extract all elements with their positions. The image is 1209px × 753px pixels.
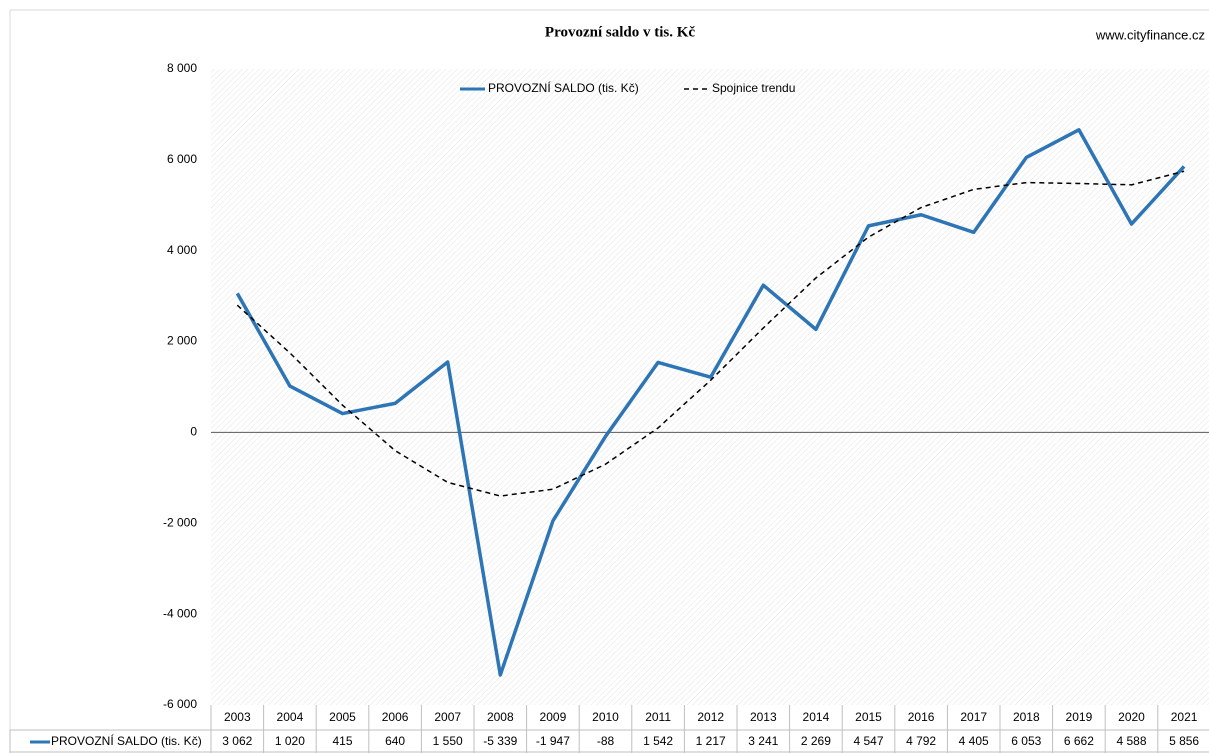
data-label: -5 339	[483, 734, 517, 748]
x-tick-label: 2008	[487, 710, 514, 724]
x-tick-label: 2011	[645, 710, 671, 724]
x-tick-label: 2010	[592, 710, 619, 724]
annotation: www.cityfinance.cz	[1095, 27, 1205, 42]
data-label: 3 062	[222, 734, 252, 748]
y-tick-label: -4 000	[163, 606, 197, 620]
y-tick-label: 0	[190, 425, 197, 439]
x-tick-label: 2012	[697, 710, 724, 724]
x-tick-label: 2006	[382, 710, 409, 724]
y-tick-label: -2 000	[163, 515, 197, 529]
x-tick-label: 2003	[224, 710, 251, 724]
data-label: -1 947	[536, 734, 570, 748]
x-tick-label: 2019	[1066, 710, 1093, 724]
y-tick-label: 4 000	[167, 243, 197, 257]
x-tick-label: 2004	[277, 710, 304, 724]
data-label: 1 550	[433, 734, 463, 748]
y-tick-label: -6 000	[163, 697, 197, 711]
x-tick-label: 2009	[540, 710, 567, 724]
table-row-label: PROVOZNÍ SALDO (tis. Kč)	[51, 733, 202, 748]
data-label: -88	[597, 734, 615, 748]
data-label: 6 053	[1011, 734, 1041, 748]
data-label: 4 547	[853, 734, 883, 748]
legend-label: Spojnice trendu	[712, 81, 795, 95]
data-label: 2 269	[801, 734, 831, 748]
x-tick-label: 2018	[1013, 710, 1040, 724]
legend-label: PROVOZNÍ SALDO (tis. Kč)	[488, 80, 639, 95]
x-tick-label: 2007	[434, 710, 461, 724]
data-label: 5 856	[1169, 734, 1199, 748]
data-line	[235, 128, 1186, 677]
x-tick-label: 2014	[803, 710, 830, 724]
x-tick-label: 2020	[1118, 710, 1145, 724]
data-label: 1 020	[275, 734, 305, 748]
data-label: 4 792	[906, 734, 936, 748]
y-tick-label: 8 000	[167, 61, 197, 75]
data-label: 4 405	[959, 734, 989, 748]
data-label: 6 662	[1064, 734, 1094, 748]
x-tick-label: 2005	[329, 710, 356, 724]
plot-area	[211, 69, 1209, 705]
data-label: 640	[385, 734, 405, 748]
data-label: 3 241	[748, 734, 778, 748]
chart-title: Provozní saldo v tis. Kč	[545, 24, 695, 40]
x-tick-label: 2016	[908, 710, 935, 724]
data-label: 415	[332, 734, 352, 748]
x-tick-label: 2013	[750, 710, 777, 724]
x-tick-label: 2015	[855, 710, 882, 724]
trend-line	[236, 170, 1185, 497]
data-label: 1 217	[696, 734, 726, 748]
x-tick-label: 2021	[1171, 710, 1198, 724]
y-tick-label: 6 000	[167, 152, 197, 166]
data-label: 1 542	[643, 734, 673, 748]
y-tick-label: 2 000	[167, 334, 197, 348]
data-label: 4 588	[1116, 734, 1146, 748]
x-tick-label: 2017	[960, 710, 987, 724]
